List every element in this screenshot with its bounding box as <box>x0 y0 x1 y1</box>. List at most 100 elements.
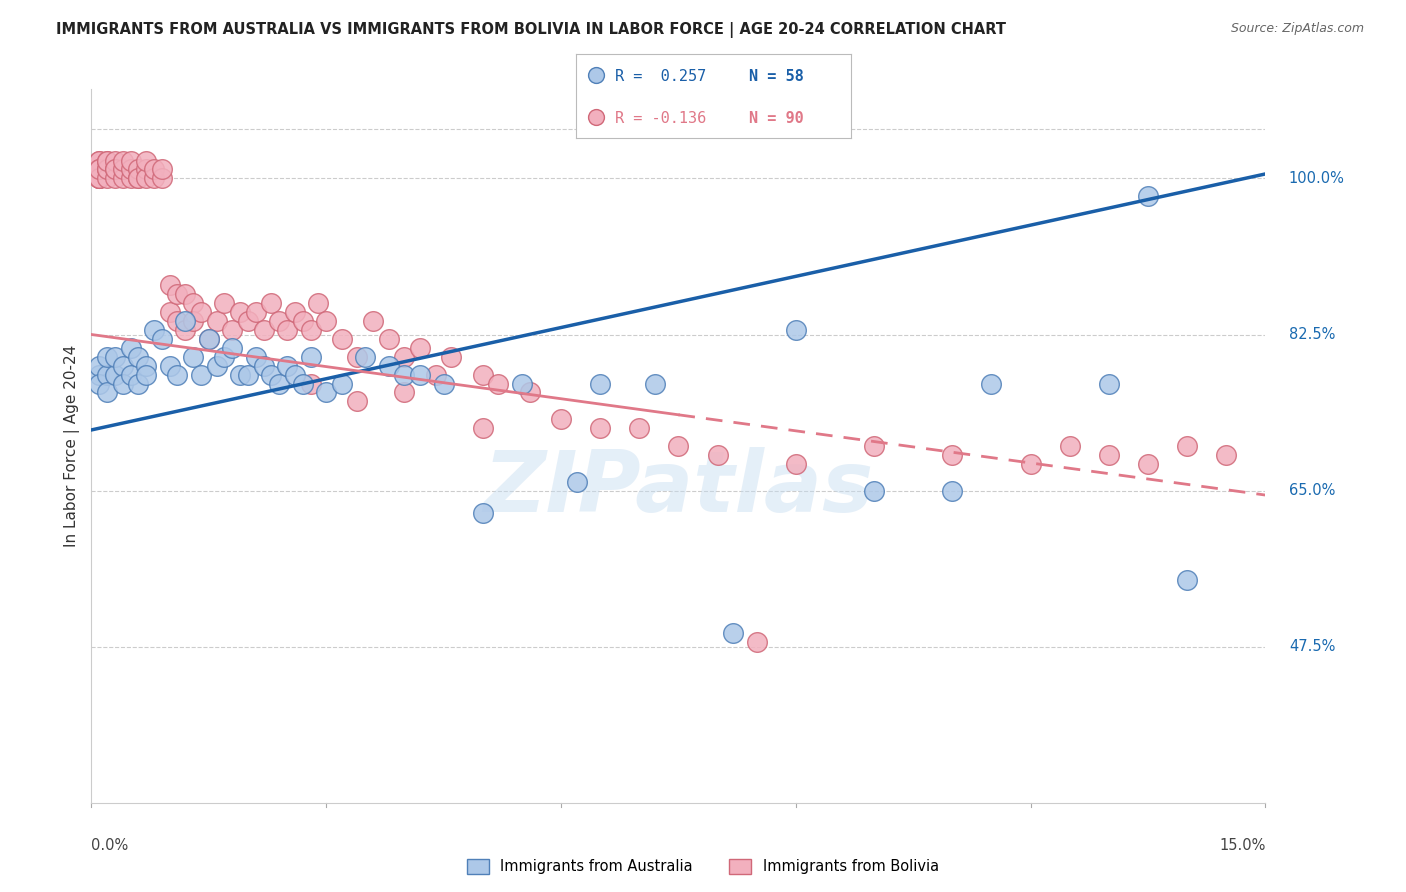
Point <box>143 162 166 177</box>
Point <box>135 368 157 382</box>
Point <box>409 368 432 382</box>
Point <box>745 635 768 649</box>
Point <box>471 368 494 382</box>
Point <box>120 153 142 168</box>
Point <box>585 68 607 82</box>
Point <box>214 350 236 364</box>
Point <box>120 171 142 186</box>
Point <box>104 162 127 177</box>
Point <box>190 305 212 319</box>
Point <box>1136 457 1159 471</box>
Point <box>236 368 259 382</box>
Point <box>471 506 494 520</box>
Point <box>174 287 197 301</box>
Point <box>425 368 447 382</box>
Point <box>166 368 188 382</box>
Point <box>284 305 307 319</box>
Text: ZIPatlas: ZIPatlas <box>484 447 873 531</box>
Point <box>1175 439 1198 453</box>
Point <box>174 314 197 328</box>
Point <box>863 439 886 453</box>
Point <box>1098 448 1121 462</box>
Point <box>394 350 416 364</box>
Point <box>299 350 322 364</box>
Point <box>315 385 337 400</box>
Point <box>96 153 118 168</box>
Point <box>104 162 127 177</box>
Point <box>628 421 651 435</box>
Point <box>229 368 252 382</box>
Point <box>721 626 744 640</box>
Point <box>550 412 572 426</box>
Text: 100.0%: 100.0% <box>1289 171 1344 186</box>
Point <box>111 376 134 391</box>
Point <box>269 314 291 328</box>
Point <box>260 296 283 310</box>
Point <box>89 171 111 186</box>
Point <box>221 341 243 355</box>
Point <box>104 153 127 168</box>
Point <box>166 314 188 328</box>
Point <box>1136 189 1159 203</box>
Text: N = 58: N = 58 <box>749 69 804 84</box>
Text: N = 90: N = 90 <box>749 112 804 127</box>
Point <box>276 359 298 373</box>
Point <box>127 171 149 186</box>
Text: R = -0.136: R = -0.136 <box>614 112 706 127</box>
Point <box>111 171 134 186</box>
Text: 0.0%: 0.0% <box>91 838 128 854</box>
Point <box>378 332 401 346</box>
Point <box>330 332 353 346</box>
Point <box>236 314 259 328</box>
Point <box>863 483 886 498</box>
Point <box>706 448 728 462</box>
Point <box>89 368 111 382</box>
Point <box>284 368 307 382</box>
Point <box>120 162 142 177</box>
Point <box>394 385 416 400</box>
Point <box>89 171 111 186</box>
Point <box>486 376 509 391</box>
Text: Source: ZipAtlas.com: Source: ZipAtlas.com <box>1230 22 1364 36</box>
Point <box>440 350 463 364</box>
Text: 47.5%: 47.5% <box>1289 640 1336 654</box>
Point <box>89 359 111 373</box>
Point <box>111 162 134 177</box>
Point <box>190 368 212 382</box>
Point <box>252 323 274 337</box>
Point <box>159 305 181 319</box>
Point <box>291 314 314 328</box>
Point <box>120 341 142 355</box>
Point <box>166 287 188 301</box>
Point <box>941 483 963 498</box>
Point <box>150 171 173 186</box>
Point <box>1019 457 1042 471</box>
Point <box>89 162 111 177</box>
Point <box>378 359 401 373</box>
Point <box>666 439 689 453</box>
Point <box>181 296 204 310</box>
Point <box>565 475 588 489</box>
Point <box>96 171 118 186</box>
Point <box>143 323 166 337</box>
Point <box>89 376 111 391</box>
Point <box>409 341 432 355</box>
Point <box>120 368 142 382</box>
Point <box>181 350 204 364</box>
Point <box>307 296 329 310</box>
Point <box>127 376 149 391</box>
Text: 65.0%: 65.0% <box>1289 483 1336 498</box>
Point <box>135 153 157 168</box>
Point <box>104 368 127 382</box>
Point <box>585 110 607 124</box>
Point <box>150 162 173 177</box>
Point <box>89 162 111 177</box>
Point <box>1215 448 1237 462</box>
Point <box>96 368 118 382</box>
Point <box>214 296 236 310</box>
Point <box>197 332 219 346</box>
Point <box>111 359 134 373</box>
Point <box>1175 573 1198 587</box>
Point <box>89 162 111 177</box>
Text: 15.0%: 15.0% <box>1219 838 1265 854</box>
